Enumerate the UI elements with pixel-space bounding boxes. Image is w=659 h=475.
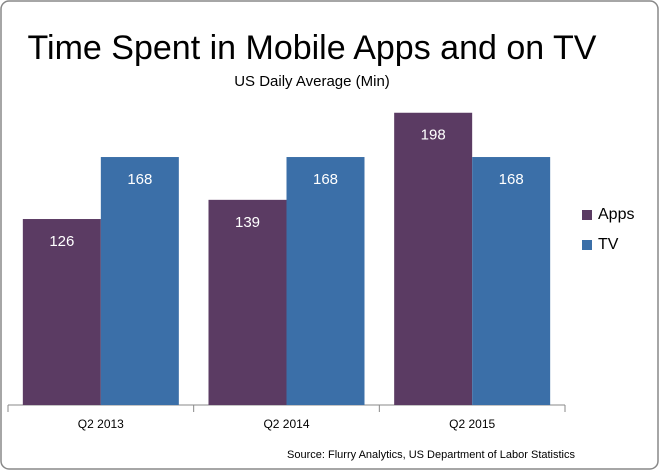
x-tick-label: Q2 2015 <box>449 417 495 431</box>
x-tick-label: Q2 2013 <box>78 417 124 431</box>
chart-title: Time Spent in Mobile Apps and on TV <box>28 29 597 67</box>
chart-subtitle: US Daily Average (Min) <box>234 73 390 90</box>
legend-swatch <box>582 210 592 220</box>
data-label: 126 <box>49 233 74 250</box>
legend-swatch <box>582 240 592 250</box>
source-note: Source: Flurry Analytics, US Department … <box>287 449 575 461</box>
data-label: 168 <box>127 171 152 188</box>
legend-label: Apps <box>598 206 634 223</box>
bar <box>100 157 179 405</box>
data-label: 139 <box>235 214 260 231</box>
legend-label: TV <box>598 236 619 253</box>
data-label: 198 <box>421 127 446 144</box>
data-label: 168 <box>313 171 338 188</box>
bar <box>472 157 551 405</box>
x-tick-label: Q2 2014 <box>263 417 309 431</box>
data-label: 168 <box>499 171 524 188</box>
bar <box>394 112 473 405</box>
bar <box>22 219 101 405</box>
bar <box>208 199 287 405</box>
bar <box>286 157 365 405</box>
